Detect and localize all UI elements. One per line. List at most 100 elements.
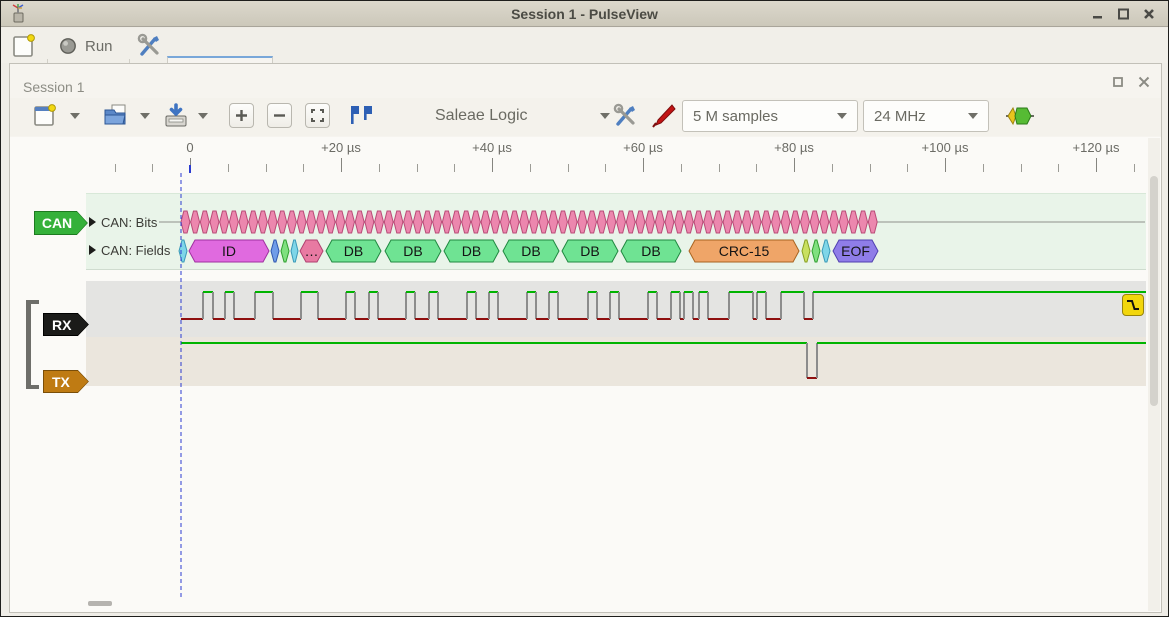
ruler-minor-tick (1133, 164, 1135, 172)
add-decoder-button[interactable] (1005, 105, 1035, 127)
open-folder-icon (104, 104, 126, 125)
ruler-label: +20 µs (321, 140, 361, 155)
ruler-minor-tick (907, 164, 909, 172)
sample-rate-arrow (968, 113, 978, 119)
channels-button[interactable] (650, 103, 676, 129)
sample-count-value: 5 M samples (693, 107, 779, 125)
channel-group-bracket[interactable] (26, 300, 39, 389)
minus-icon (274, 114, 285, 117)
ruler-minor-tick (605, 164, 607, 172)
dock-float-button[interactable] (1111, 75, 1125, 89)
dock-close-button[interactable] (1137, 75, 1151, 89)
new-file-dropdown-arrow[interactable] (70, 113, 80, 119)
ruler-minor-tick (378, 164, 380, 172)
probe-icon (652, 104, 676, 128)
ruler-minor-tick (1020, 164, 1022, 172)
can-tag-label: CAN (35, 212, 87, 234)
device-dropdown-arrow (600, 113, 610, 119)
device-tools-icon (613, 103, 635, 126)
ruler-minor-tick (114, 164, 116, 172)
can-bits-expander-icon[interactable] (89, 217, 96, 227)
rx-channel-tag[interactable]: RX (43, 313, 89, 336)
ruler-minor-tick (454, 164, 456, 172)
zoom-in-button[interactable] (229, 103, 254, 128)
trigger-marker-falling-edge[interactable] (1122, 294, 1144, 316)
ruler-label: +100 µs (921, 140, 969, 155)
dock-title: Session 1 (23, 79, 85, 95)
ruler-minor-tick (982, 164, 984, 172)
rx-trace-background[interactable] (86, 281, 1146, 337)
decoder-flags-icon (351, 106, 372, 124)
sample-count-select[interactable]: 5 M samples (682, 100, 858, 132)
sample-count-arrow (837, 113, 847, 119)
open-file-dropdown-arrow[interactable] (140, 113, 150, 119)
sample-rate-select[interactable]: 24 MHz (863, 100, 989, 132)
ruler-major-tick (794, 158, 795, 172)
ruler-label: +40 µs (472, 140, 512, 155)
device-name: Saleae Logic (435, 107, 528, 124)
session-toolbar: Saleae Logic 5 M samples 24 MHz (10, 98, 1161, 136)
ruler-minor-tick (152, 164, 154, 172)
can-decoder-tag[interactable]: CAN (34, 211, 88, 235)
show-decoder-selector-button[interactable] (346, 104, 374, 128)
device-selector[interactable]: Saleae Logic (435, 101, 610, 131)
save-icon (165, 103, 187, 127)
time-ruler[interactable]: 0 +20 µs +40 µs +60 µs +80 µs +100 µs +120 µs (10, 137, 1161, 173)
ruler-minor-tick (756, 164, 758, 172)
configure-device-button[interactable] (613, 103, 639, 129)
vertical-scrollbar-handle[interactable] (1150, 176, 1158, 406)
ruler-label: 0 (186, 140, 194, 155)
new-file-icon (34, 104, 56, 126)
save-button[interactable] (162, 102, 190, 130)
sample-rate-value: 24 MHz (874, 107, 926, 125)
ruler-minor-tick (680, 164, 682, 172)
maximize-button[interactable] (1116, 7, 1132, 21)
cursor-ruler-marker[interactable] (189, 165, 191, 173)
settings-button[interactable] (137, 33, 163, 59)
horizontal-scrollbar-handle[interactable] (88, 601, 112, 606)
ruler-minor-tick (869, 164, 871, 172)
decoder-trace-background[interactable] (86, 193, 1146, 270)
ruler-minor-tick (416, 164, 418, 172)
zoom-fit-icon (311, 109, 324, 122)
new-session-button[interactable] (11, 33, 37, 59)
ruler-label: +120 µs (1072, 140, 1120, 155)
run-button-label: Run (85, 37, 113, 55)
open-file-button[interactable] (102, 102, 130, 130)
tx-trace-background[interactable] (86, 337, 1146, 386)
zoom-fit-button[interactable] (305, 103, 330, 128)
vertical-scrollbar[interactable] (1148, 138, 1160, 611)
save-dropdown-arrow[interactable] (198, 113, 208, 119)
minimize-button[interactable] (1090, 7, 1106, 21)
ruler-major-tick (341, 158, 342, 172)
ruler-label: +60 µs (623, 140, 663, 155)
add-decoder-icon (1006, 106, 1034, 126)
ruler-minor-tick (718, 164, 720, 172)
ruler-minor-tick (303, 164, 305, 172)
tx-channel-tag[interactable]: TX (43, 370, 89, 393)
run-button[interactable]: Run (59, 34, 113, 58)
run-state-icon (60, 38, 76, 54)
tx-tag-label: TX (44, 371, 88, 392)
ruler-minor-tick (265, 164, 267, 172)
ruler-minor-tick (831, 164, 833, 172)
ruler-minor-tick (529, 164, 531, 172)
ruler-major-tick (643, 158, 644, 172)
plus-icon (236, 110, 247, 121)
window-title: Session 1 - PulseView (511, 6, 658, 22)
ruler-minor-tick (227, 164, 229, 172)
new-session-icon (13, 34, 35, 57)
new-file-button[interactable] (31, 103, 57, 129)
zoom-out-button[interactable] (267, 103, 292, 128)
close-button[interactable] (1142, 7, 1158, 21)
falling-edge-icon (1127, 300, 1139, 310)
ruler-label: +80 µs (774, 140, 814, 155)
ruler-minor-tick (1058, 164, 1060, 172)
tools-icon (137, 33, 159, 56)
title-bar[interactable]: Session 1 - PulseView (1, 1, 1168, 27)
main-toolbar: Run Session 1 (1, 28, 1168, 90)
can-fields-expander-icon[interactable] (89, 245, 96, 255)
app-icon (12, 4, 24, 23)
ruler-major-tick (492, 158, 493, 172)
